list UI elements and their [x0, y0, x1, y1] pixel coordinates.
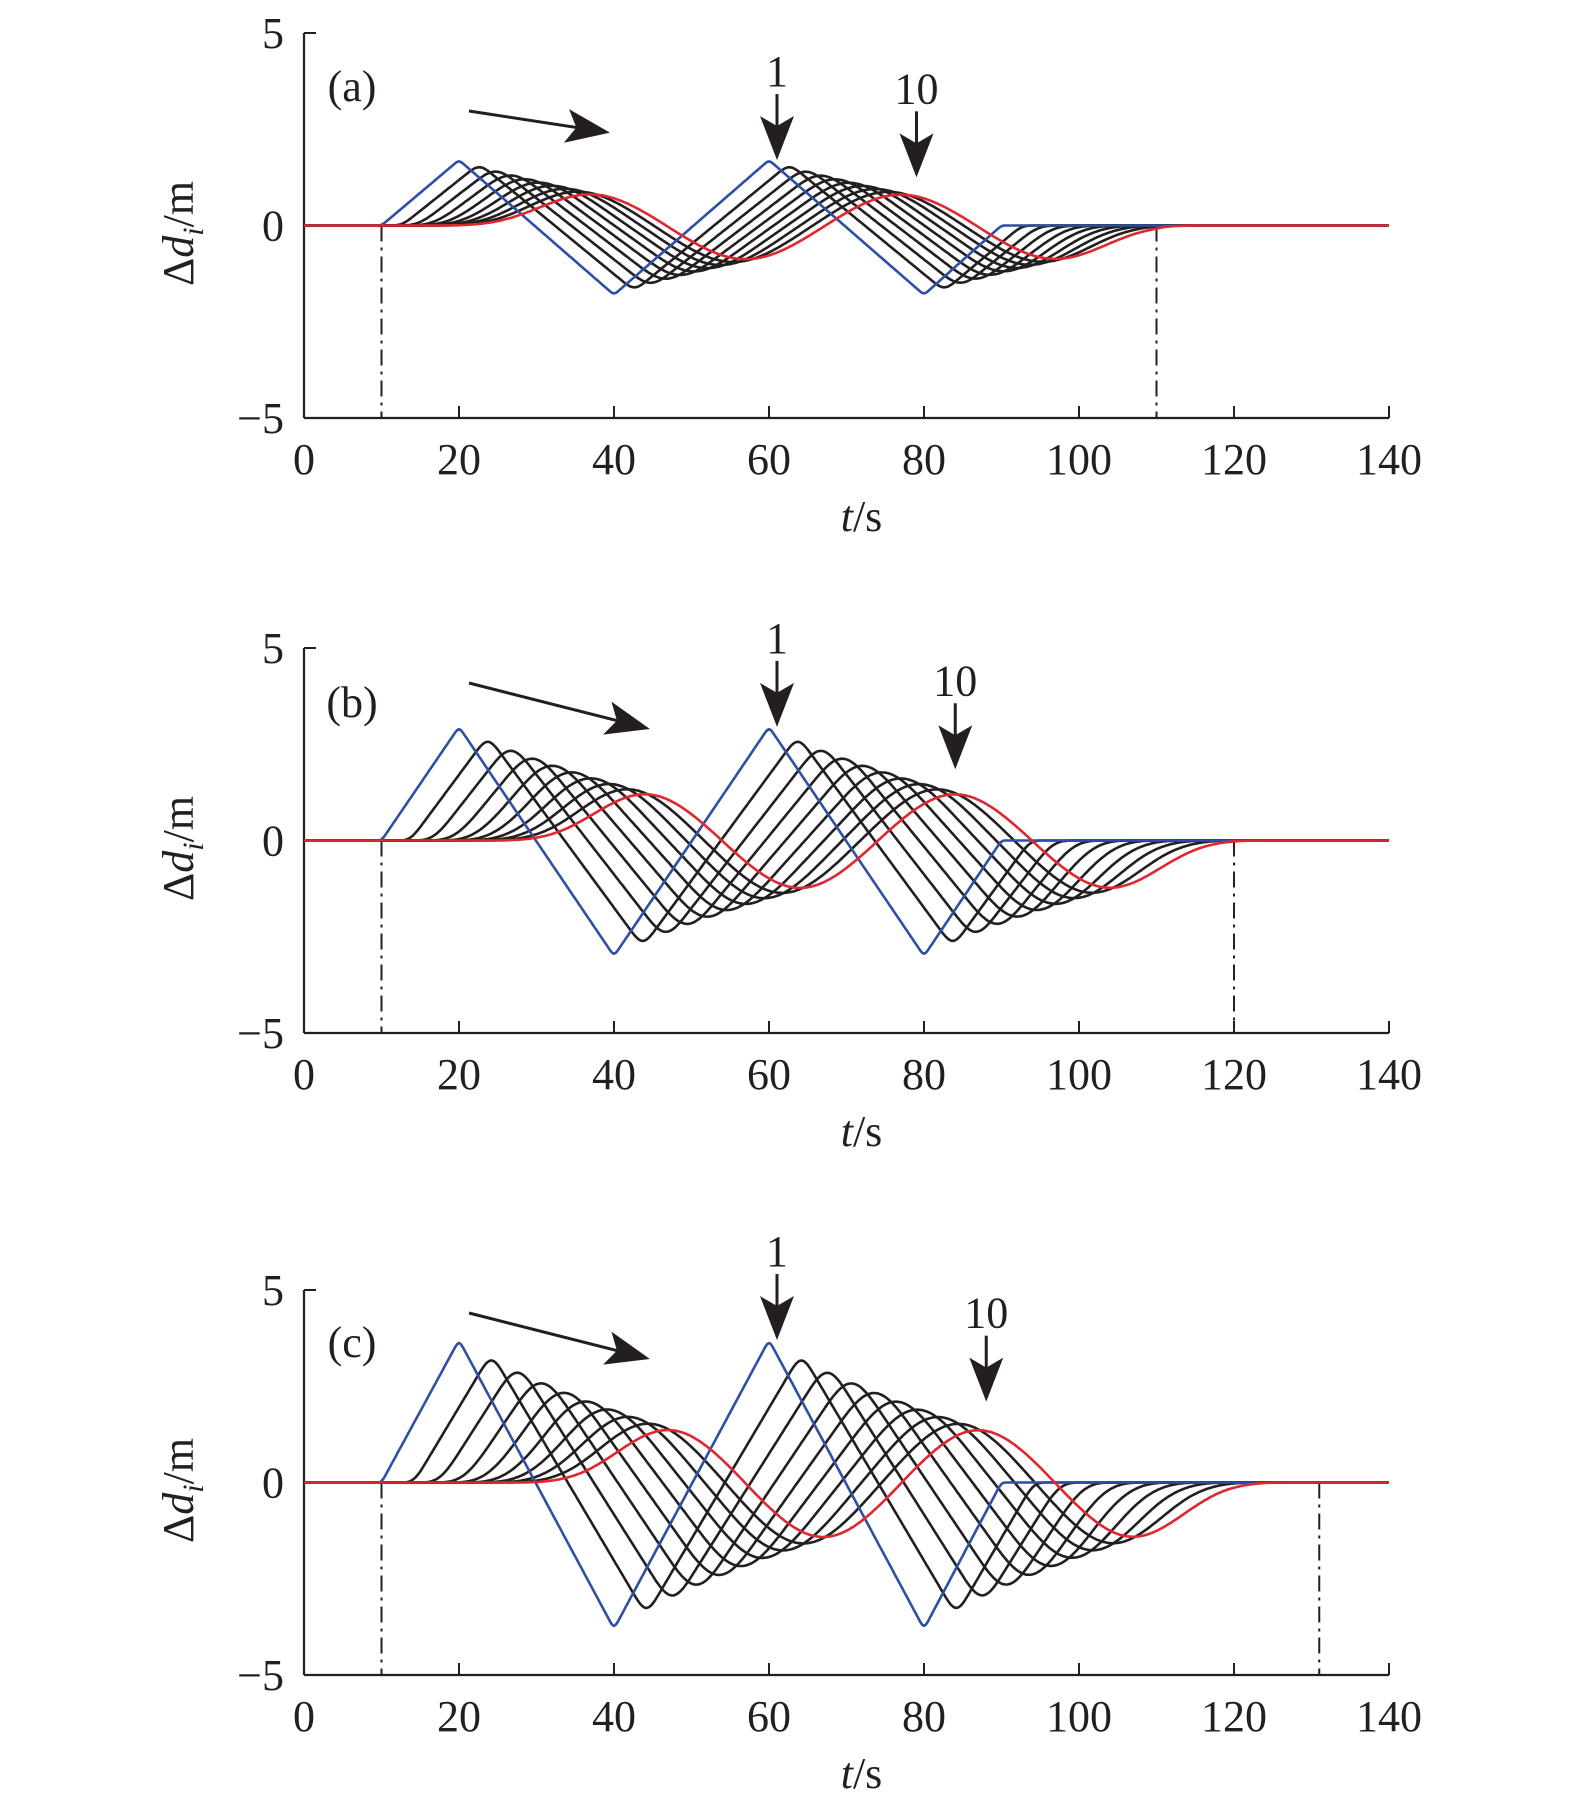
x-tick-label: 120: [1201, 1692, 1267, 1741]
y-tick-label: −5: [237, 1009, 284, 1058]
x-tick-label: 40: [592, 435, 636, 484]
x-tick-label: 60: [747, 1692, 791, 1741]
x-tick-label: 60: [747, 1050, 791, 1099]
x-tick-label: 0: [293, 1692, 315, 1741]
panel-label: (a): [328, 62, 377, 111]
annotation-label-10: 10: [895, 64, 939, 113]
x-tick-label: 40: [592, 1692, 636, 1741]
x-axis-label: t/s: [841, 1749, 883, 1798]
x-tick-label: 20: [437, 1692, 481, 1741]
x-tick-label: 60: [747, 435, 791, 484]
x-tick-label: 120: [1201, 435, 1267, 484]
y-axis-label: Δdi/m: [154, 181, 210, 286]
x-tick-label: 80: [902, 1050, 946, 1099]
x-tick-label: 0: [293, 435, 315, 484]
x-tick-label: 0: [293, 1050, 315, 1099]
x-axis-label: t/s: [841, 492, 883, 541]
annotation-label-10: 10: [933, 656, 977, 705]
series-line-10: [304, 792, 1389, 890]
y-tick-label: −5: [237, 1651, 284, 1700]
x-tick-label: 40: [592, 1050, 636, 1099]
x-tick-label: 140: [1356, 435, 1422, 484]
propagation-arrow: [468, 109, 610, 143]
y-tick-label: 0: [262, 1459, 284, 1508]
x-tick-label: 20: [437, 1050, 481, 1099]
y-tick-label: 0: [262, 817, 284, 866]
x-tick-label: 80: [902, 435, 946, 484]
x-tick-label: 100: [1046, 1050, 1112, 1099]
x-tick-label: 140: [1356, 1050, 1422, 1099]
series-line-10: [304, 193, 1389, 261]
propagation-arrow: [468, 681, 650, 735]
y-tick-label: 5: [262, 624, 284, 673]
y-tick-label: 5: [262, 9, 284, 58]
y-tick-label: 5: [262, 1266, 284, 1315]
panel-label: (c): [328, 1318, 377, 1367]
x-tick-label: 80: [902, 1692, 946, 1741]
propagation-arrow: [468, 1311, 650, 1365]
y-tick-label: 0: [262, 202, 284, 251]
series-line-10: [304, 1428, 1389, 1539]
annotation-label-10: 10: [964, 1289, 1008, 1338]
x-tick-label: 120: [1201, 1050, 1267, 1099]
y-axis-label: Δdi/m: [154, 796, 210, 901]
series-line-1: [304, 1341, 1389, 1628]
annotation-label-1: 1: [766, 614, 788, 663]
x-axis-label: t/s: [841, 1107, 883, 1156]
annotation-label-1: 1: [766, 1227, 788, 1276]
x-tick-label: 100: [1046, 1692, 1112, 1741]
panel-label: (b): [326, 678, 377, 727]
y-tick-label: −5: [237, 394, 284, 443]
annotation-label-1: 1: [766, 47, 788, 96]
series-line-1: [304, 727, 1389, 955]
x-tick-label: 100: [1046, 435, 1112, 484]
y-axis-label: Δdi/m: [154, 1438, 210, 1543]
x-tick-label: 140: [1356, 1692, 1422, 1741]
x-tick-label: 20: [437, 435, 481, 484]
